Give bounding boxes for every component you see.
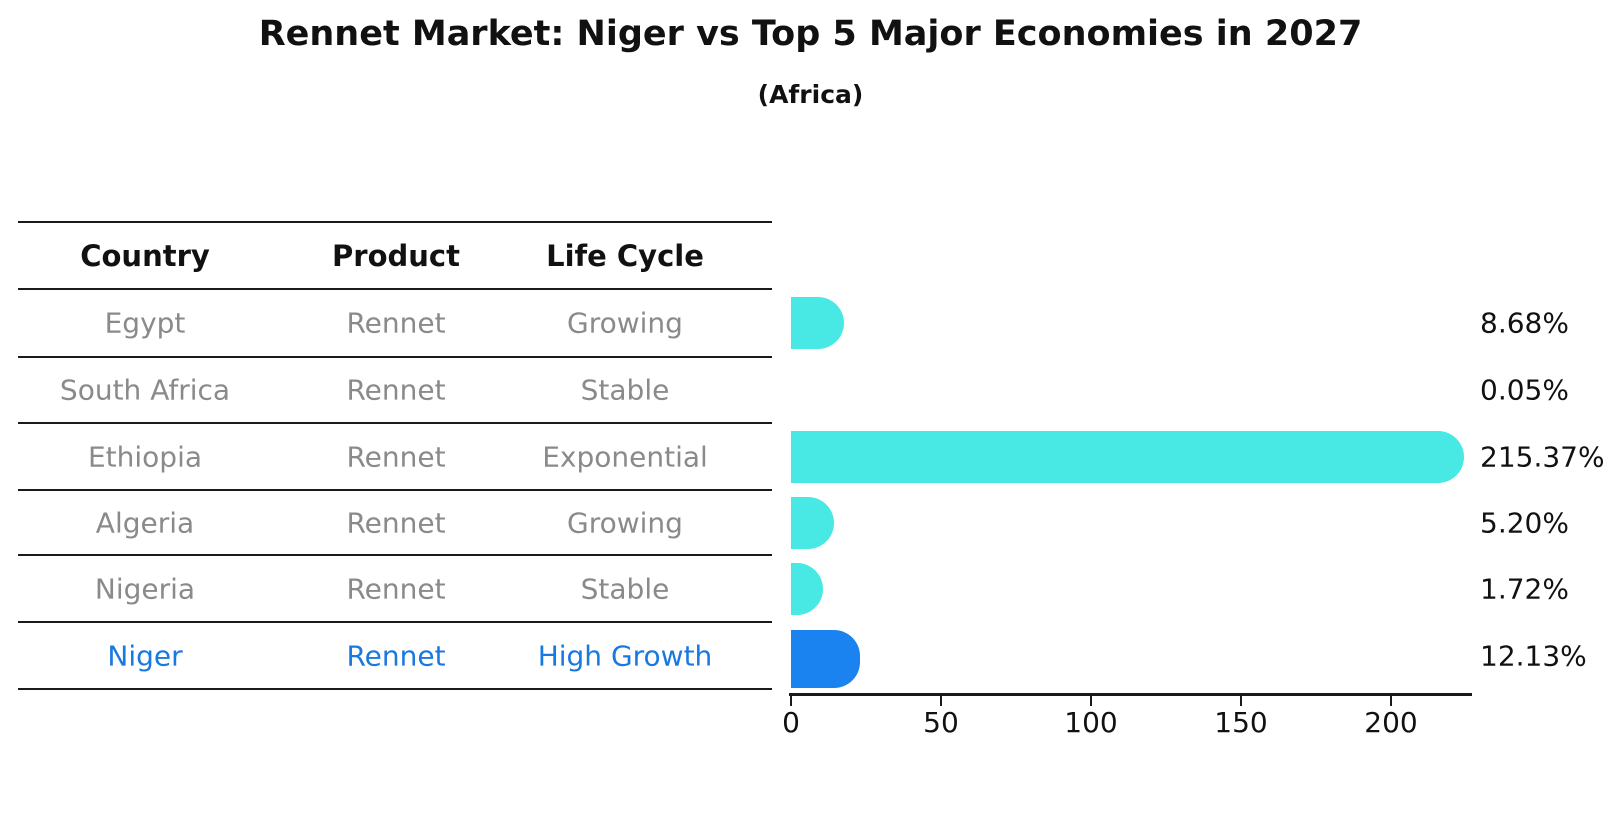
bar-egypt [791,297,845,349]
table-header-country: Country [80,238,210,273]
table-cell-country: South Africa [59,373,231,407]
table-rule [18,356,772,358]
table-cell-country: Nigeria [94,572,196,605]
x-axis-tick-label: 150 [1214,706,1268,739]
table-rule [18,621,772,623]
bar-niger [791,629,861,688]
chart-title: Rennet Market: Niger vs Top 5 Major Econ… [258,14,1363,54]
table-cell-product: Rennet [346,506,446,539]
bar-algeria [791,496,834,549]
table-cell-country: Algeria [95,506,195,539]
table-cell-life_cycle: Stable [580,572,670,605]
table-cell-life_cycle: Stable [580,373,670,407]
table-cell-life_cycle: High Growth [537,639,713,672]
table-cell-country: Ethiopia [87,440,203,473]
value-label: 5.20% [1480,506,1569,539]
x-axis-tick [1090,695,1092,706]
value-label: 215.37% [1480,440,1605,473]
table-cell-product: Rennet [346,639,446,672]
table-cell-product: Rennet [346,306,446,340]
x-axis-tick [790,695,792,706]
x-axis-line [789,693,1472,696]
value-label: 0.05% [1480,373,1569,407]
table-rule [18,489,772,491]
table-cell-product: Rennet [346,572,446,605]
x-axis-tick-label: 200 [1364,706,1418,739]
table-cell-life_cycle: Exponential [542,440,708,473]
table-cell-product: Rennet [346,440,446,473]
x-axis-tick [1240,695,1242,706]
x-axis-tick-label: 50 [923,706,959,739]
x-axis-tick [940,695,942,706]
table-rule [18,688,772,690]
chart-subtitle: (Africa) [757,80,864,109]
table-rule [18,221,772,223]
table-header-product: Product [332,238,460,273]
value-label: 8.68% [1480,306,1569,340]
table-rule [18,288,772,290]
table-cell-life_cycle: Growing [567,506,683,539]
table-rule [18,422,772,424]
bar-ethiopia [791,430,1465,483]
table-rule [18,554,772,556]
x-axis-tick-label: 0 [782,706,800,739]
x-axis-tick [1390,695,1392,706]
table-header-life-cycle: Life Cycle [546,238,704,273]
table-cell-product: Rennet [346,373,446,407]
table-cell-country: Niger [107,639,183,672]
bar-nigeria [791,562,824,615]
table-cell-country: Egypt [104,306,186,340]
table-cell-life_cycle: Growing [567,306,683,340]
x-axis-tick-label: 100 [1064,706,1118,739]
value-label: 1.72% [1480,572,1569,605]
value-label: 12.13% [1480,639,1587,672]
